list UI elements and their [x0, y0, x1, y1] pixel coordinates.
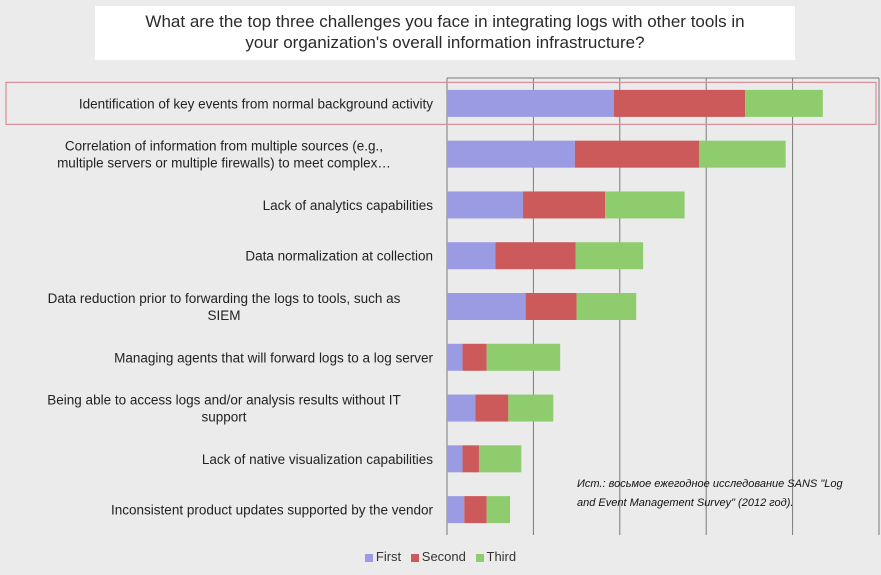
bar-first [447, 445, 463, 473]
chart-title-line-1: What are the top three challenges you fa… [145, 12, 745, 31]
chart-title-line-2: your organization's overall information … [245, 33, 645, 52]
category-label: Lack of native visualization capabilitie… [202, 452, 433, 467]
bar-third [576, 293, 637, 320]
source-note-line-1: Ист.: восьмое ежегодное исследование SAN… [577, 478, 843, 490]
bar-third [745, 89, 823, 117]
category-label: Data normalization at collection [245, 249, 433, 264]
bar-second [462, 445, 479, 473]
category-label: Lack of analytics capabilities [263, 198, 434, 213]
bar-third [508, 394, 554, 422]
source-note: Ист.: восьмое ежегодное исследование SAN… [577, 475, 877, 513]
category-label: support [201, 410, 246, 425]
category-label: multiple servers or multiple firewalls) … [57, 156, 391, 171]
bar-second [613, 89, 746, 117]
legend-label-third: Third [486, 549, 517, 564]
bar-first [447, 394, 476, 422]
bar-first [447, 496, 465, 524]
bar-first [447, 140, 575, 168]
category-label: Correlation of information from multiple… [65, 139, 383, 154]
bar-third [699, 140, 786, 168]
legend-item-second: Second [410, 549, 466, 564]
legend-label-first: First [375, 549, 402, 564]
legend-swatch-third [475, 553, 484, 562]
bar-third [486, 496, 511, 524]
legend-item-third: Third [475, 549, 517, 564]
category-label: Inconsistent product updates supported b… [111, 503, 433, 518]
chart-title: What are the top three challenges you fa… [95, 6, 795, 60]
legend-swatch-second [410, 553, 419, 562]
bar-first [447, 293, 526, 320]
category-label: Identification of key events from normal… [79, 96, 433, 111]
bar-second [464, 496, 487, 524]
chart-legend: First Second Third [0, 549, 881, 564]
bar-second [475, 394, 509, 422]
bar-first [447, 89, 614, 117]
bar-second [495, 242, 576, 270]
bar-second [525, 293, 577, 320]
category-label: SIEM [207, 308, 240, 323]
bar-first [447, 242, 496, 270]
legend-item-first: First [364, 549, 402, 564]
source-note-line-2: and Event Management Survey" (2012 год). [577, 497, 794, 509]
bar-first [447, 343, 463, 371]
bar-second [574, 140, 700, 168]
bar-third [486, 343, 561, 371]
bar-second [523, 191, 606, 219]
category-label: Managing agents that will forward logs t… [114, 350, 433, 365]
bar-third [478, 445, 522, 473]
bar-second [462, 343, 487, 371]
category-label: Being able to access logs and/or analysi… [47, 393, 400, 408]
bar-third [605, 191, 685, 219]
bar-first [447, 191, 524, 219]
legend-label-second: Second [421, 549, 466, 564]
category-highlight-box [5, 81, 877, 125]
category-label: Data reduction prior to forwarding the l… [48, 291, 401, 306]
legend-swatch-first [364, 553, 373, 562]
bar-third [575, 242, 644, 270]
